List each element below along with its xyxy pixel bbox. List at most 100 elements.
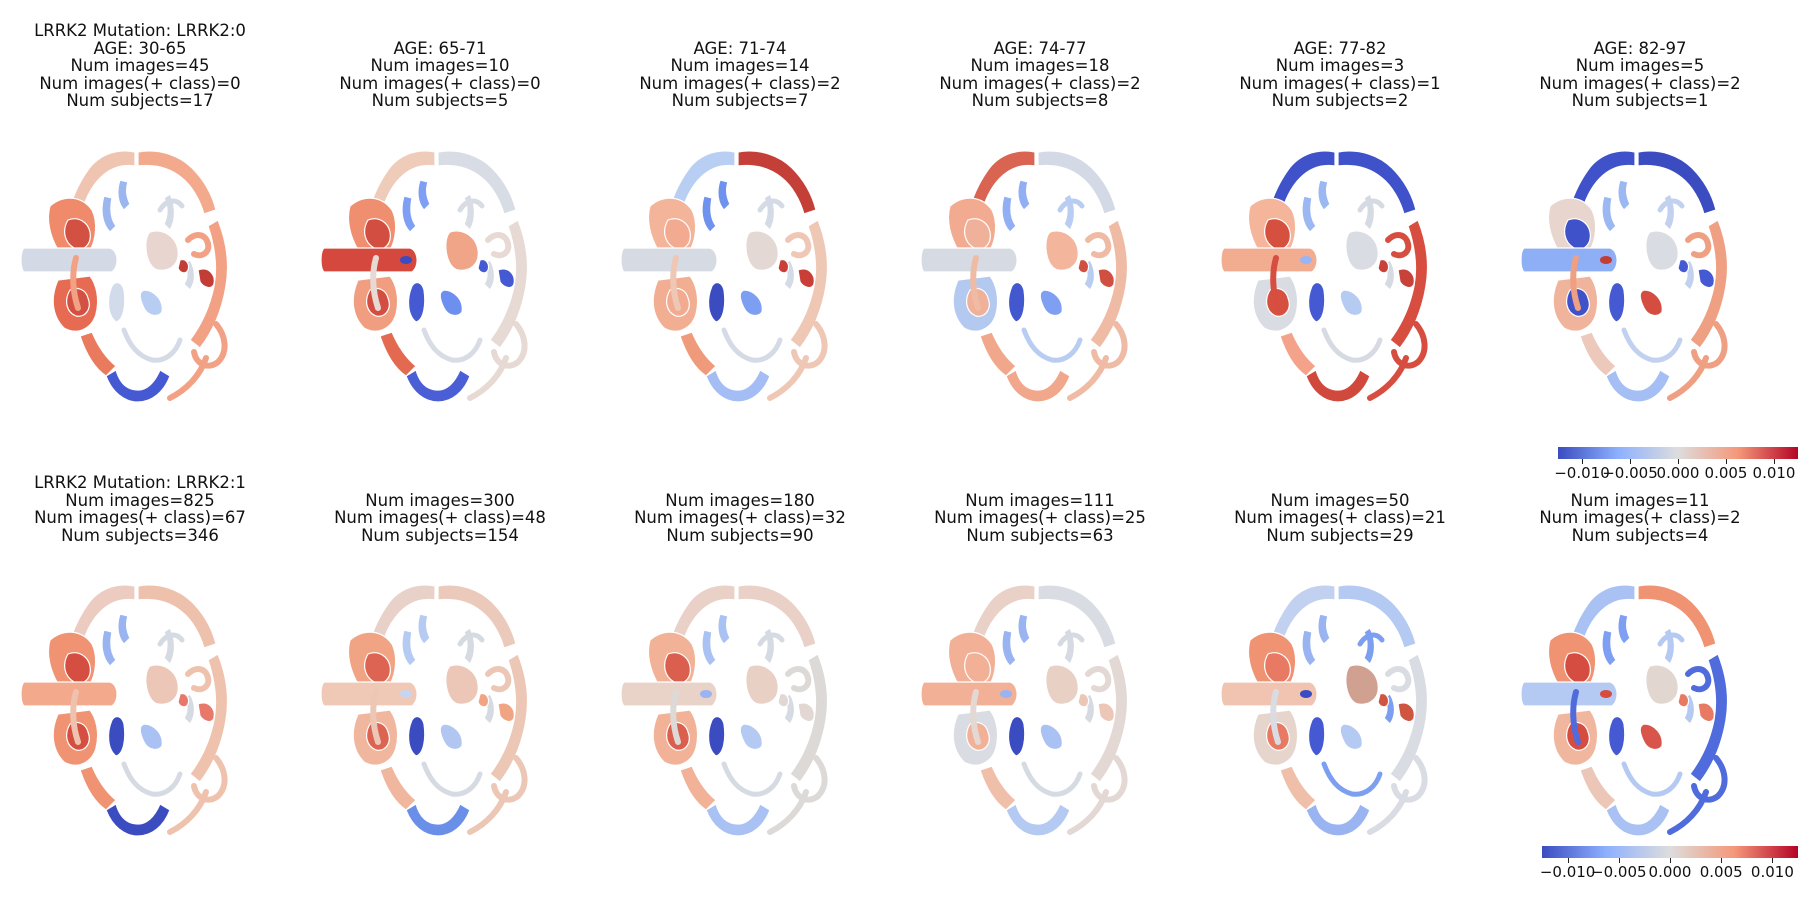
colorbar-tick — [1721, 858, 1723, 863]
prefrontal-bar — [920, 247, 1018, 273]
title-line: Num subjects=346 — [61, 525, 219, 545]
lateral-sulcus — [177, 693, 215, 723]
posterior-lobe — [79, 765, 117, 811]
title-line: Num images=14 — [670, 56, 810, 75]
colorbar-bottom: −0.010 −0.005 0.000 0.005 0.010 — [1540, 846, 1798, 898]
frontal-cortex-ribbon — [137, 150, 217, 215]
title-line: AGE: 71-74 — [693, 38, 787, 58]
lateral-sulcus — [1077, 693, 1115, 723]
lateral-sulcus — [1377, 259, 1415, 289]
panel-r1-c4: AGE: 74-77 Num images=18 Num images(+ cl… — [920, 22, 1160, 432]
title-line: Num images(+ class)=1 — [1239, 73, 1441, 93]
title-line: AGE: 77-82 — [1293, 38, 1387, 58]
title-line: AGE: 74-77 — [993, 38, 1087, 58]
prefrontal-bar — [20, 681, 118, 707]
title-line: Num images(+ class)=0 — [39, 73, 241, 93]
panel-r2-c5: Num images=50 Num images(+ class)=21 Num… — [1220, 474, 1460, 884]
putamen-right — [1045, 230, 1079, 271]
title-line: Num images=5 — [1575, 56, 1705, 75]
colorbar-tick-label: 0.005 — [1699, 863, 1743, 881]
brain-slice — [1520, 584, 1729, 837]
ventricle-right — [439, 289, 463, 317]
ventricle-left — [707, 715, 726, 757]
panel-title: AGE: 71-74 Num images=14 Num images(+ cl… — [620, 38, 860, 110]
colorbar-tick — [1726, 459, 1727, 464]
right-cortex-ribbon — [1389, 219, 1429, 349]
posterior-lobe — [679, 765, 717, 811]
title-line: Num subjects=2 — [1271, 91, 1409, 110]
occipital-cortex — [705, 369, 771, 403]
prefrontal-bar — [20, 247, 118, 273]
right-cortex-ribbon — [189, 653, 229, 783]
frontal-cortex-ribbon — [437, 150, 517, 215]
lateral-sulcus — [477, 693, 515, 723]
occipital-cortex — [1605, 803, 1671, 837]
panel-r2-c6: Num images=11 Num images(+ class)=2 Num … — [1520, 474, 1760, 884]
occipital-cortex — [405, 803, 471, 837]
putamen-right — [1045, 664, 1079, 705]
colorbar-tick — [1678, 459, 1679, 464]
panel-r1-c3: AGE: 71-74 Num images=14 Num images(+ cl… — [620, 22, 860, 432]
gyral-ribbon — [370, 232, 528, 401]
gyral-ribbon — [970, 232, 1128, 401]
occipital-cortex — [105, 369, 171, 403]
frontal-cortex-ribbon — [1637, 584, 1717, 649]
posterior-lobe — [379, 331, 417, 377]
gyral-ribbon — [670, 232, 828, 401]
panel-r2-c4: Num images=111 Num images(+ class)=25 Nu… — [920, 474, 1160, 884]
gyral-ribbon — [370, 666, 528, 835]
structure-dot — [100, 690, 112, 698]
insular-sulcus-left — [401, 179, 431, 233]
gyral-ribbon — [1270, 232, 1428, 401]
ventricle-right — [1039, 289, 1063, 317]
posterior-lobe — [679, 331, 717, 377]
ventricle-right — [739, 723, 763, 751]
lateral-sulcus — [1677, 693, 1715, 723]
ventricle-right — [1039, 723, 1063, 751]
lateral-sulcus — [777, 693, 815, 723]
panel-r1-c1: LRRK2 Mutation: LRRK2:0 AGE: 30-65 Num i… — [20, 22, 260, 432]
occipital-cortex — [1605, 369, 1671, 403]
title-line: Num images(+ class)=67 — [34, 508, 246, 527]
putamen-right — [445, 664, 479, 705]
brain-slice — [1220, 584, 1429, 837]
right-cortex-ribbon — [789, 653, 829, 783]
right-cortex-ribbon — [189, 219, 229, 349]
posterior-lobe — [79, 331, 117, 377]
title-line: Num images=50 — [1270, 490, 1410, 510]
panel-r1-c2: AGE: 65-71 Num images=10 Num images(+ cl… — [320, 22, 560, 432]
occipital-cortex — [1305, 369, 1371, 403]
panel-r2-c2: Num images=300 Num images(+ class)=48 Nu… — [320, 474, 560, 884]
prefrontal-bar — [1520, 247, 1618, 273]
panel-title: Num images=111 Num images(+ class)=25 Nu… — [920, 491, 1160, 545]
title-line: Num subjects=4 — [1571, 525, 1709, 545]
prefrontal-bar — [320, 681, 418, 707]
brain-slice — [320, 584, 529, 837]
gyral-ribbon-inner — [1321, 632, 1385, 797]
ventricle-left — [407, 715, 426, 757]
insular-sulcus-left — [701, 179, 731, 233]
colorbar-tick — [1567, 858, 1569, 863]
title-line: Num images=300 — [365, 490, 515, 510]
prefrontal-bar — [620, 681, 718, 707]
occipital-cortex — [1305, 803, 1371, 837]
right-cortex-ribbon — [489, 219, 529, 349]
right-cortex-ribbon — [1689, 219, 1729, 349]
title-line: Num subjects=8 — [971, 91, 1109, 110]
lateral-sulcus — [1077, 259, 1115, 289]
panel-title: AGE: 82-97 Num images=5 Num images(+ cla… — [1520, 39, 1760, 110]
ventricle-left — [407, 281, 426, 323]
occipital-cortex — [705, 803, 771, 837]
title-line: Num subjects=154 — [361, 525, 519, 545]
gyral-ribbon — [1570, 232, 1728, 401]
gyral-ribbon — [1570, 666, 1728, 835]
panel-title: Num images=50 Num images(+ class)=21 Num… — [1220, 490, 1460, 545]
insular-sulcus-left — [101, 179, 131, 233]
title-line: AGE: 65-71 — [393, 38, 487, 58]
posterior-lobe — [1279, 331, 1317, 377]
ventricle-right — [1639, 723, 1663, 751]
title-line: Num images=45 — [70, 56, 210, 75]
panel-title: AGE: 77-82 Num images=3 Num images(+ cla… — [1220, 38, 1460, 110]
brain-slice — [20, 150, 229, 403]
structure-dot — [1300, 690, 1312, 698]
